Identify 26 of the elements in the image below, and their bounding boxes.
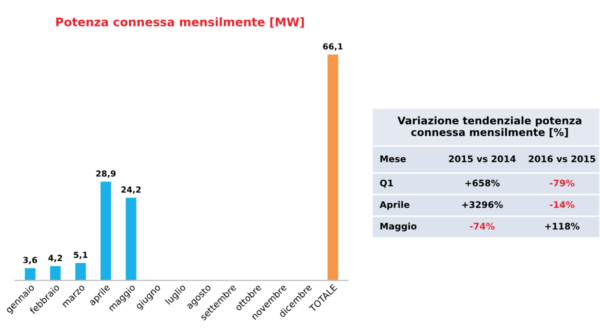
- category-label: Mese: [380, 156, 406, 162]
- text: +3296%: [462, 201, 503, 208]
- bar: [24, 268, 36, 280]
- data-label: 28,9: [96, 170, 116, 178]
- data-label: 4,2: [48, 254, 62, 262]
- text: -79%: [550, 180, 574, 186]
- bar: [50, 266, 61, 280]
- text: +118%: [545, 222, 580, 230]
- data-label: 3,6: [23, 256, 38, 264]
- category-label: 2015 vs 2014: [449, 155, 516, 162]
- bar: [100, 182, 112, 280]
- category-label: Aprile: [380, 201, 410, 210]
- category-label: Q1: [380, 180, 393, 188]
- text: +658%: [465, 180, 500, 186]
- data-label: 24,2: [121, 186, 141, 194]
- chart-title: Potenza connessa mensilmente [MW]: [56, 17, 304, 28]
- data-label: 5,1: [74, 252, 88, 260]
- text: Variazione tendenziale potenza connessa mensilmente [%]: [398, 116, 582, 138]
- data-label: 66,1: [323, 43, 343, 51]
- text: -14%: [550, 201, 574, 208]
- bar: [75, 263, 86, 280]
- bar: [126, 198, 136, 280]
- category-label: 2016 vs 2015: [528, 155, 596, 162]
- category-label: Maggio: [380, 222, 417, 232]
- text: -74%: [470, 222, 495, 230]
- bar: [328, 54, 338, 280]
